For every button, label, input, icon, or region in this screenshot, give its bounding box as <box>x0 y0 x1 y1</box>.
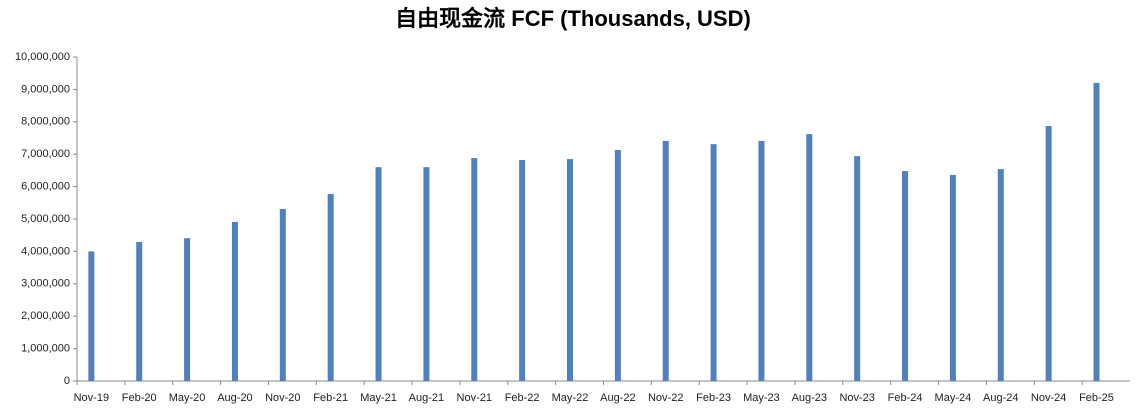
y-tick-label: 8,000,000 <box>21 116 70 128</box>
y-tick-label: 7,000,000 <box>21 148 70 160</box>
bar <box>279 208 286 381</box>
x-tick-label: May-21 <box>360 392 397 404</box>
y-tick-label: 5,000,000 <box>21 213 70 225</box>
bar <box>662 140 669 381</box>
x-tick-label: Feb-20 <box>122 392 157 404</box>
bar <box>902 171 909 381</box>
bar <box>88 251 95 381</box>
x-tick-label: May-23 <box>743 392 780 404</box>
bar <box>471 158 478 381</box>
bar <box>375 167 382 381</box>
bar <box>184 238 191 381</box>
x-tick-label: Nov-22 <box>648 392 683 404</box>
x-tick-label: Aug-21 <box>409 392 444 404</box>
bar <box>231 221 238 381</box>
bar <box>854 156 861 381</box>
y-tick-label: 2,000,000 <box>21 310 70 322</box>
x-tick-label: Nov-24 <box>1031 392 1066 404</box>
bar <box>758 140 765 381</box>
x-tick-label: May-20 <box>169 392 206 404</box>
y-tick-label: 10,000,000 <box>15 51 70 63</box>
y-tick-label: 0 <box>64 375 70 387</box>
y-tick-label: 4,000,000 <box>21 245 70 257</box>
x-tick-label: Aug-22 <box>600 392 635 404</box>
bar <box>423 167 430 381</box>
x-tick-label: Nov-19 <box>74 392 109 404</box>
bar <box>566 159 573 381</box>
x-tick-label: Feb-21 <box>313 392 348 404</box>
y-tick-label: 1,000,000 <box>21 343 70 355</box>
x-tick-label: May-22 <box>552 392 589 404</box>
x-tick-label: Feb-23 <box>696 392 731 404</box>
x-tick-label: Aug-24 <box>983 392 1018 404</box>
x-tick-label: Feb-24 <box>888 392 923 404</box>
y-tick-label: 6,000,000 <box>21 181 70 193</box>
bar <box>710 144 717 381</box>
y-tick-label: 9,000,000 <box>21 83 70 95</box>
x-tick-label: Nov-23 <box>839 392 874 404</box>
bar <box>1093 82 1100 382</box>
bar <box>1045 126 1052 382</box>
x-tick-label: Nov-20 <box>265 392 300 404</box>
x-tick-label: Aug-20 <box>217 392 252 404</box>
bar <box>519 160 526 381</box>
x-tick-label: Feb-25 <box>1079 392 1114 404</box>
bar <box>136 242 143 381</box>
x-tick-label: Aug-23 <box>792 392 827 404</box>
bar <box>949 174 956 381</box>
x-tick-label: Nov-21 <box>457 392 492 404</box>
x-tick-label: Feb-22 <box>505 392 540 404</box>
bar <box>327 194 334 381</box>
bar <box>806 134 813 381</box>
chart-title: 自由现金流 FCF (Thousands, USD) <box>395 6 751 31</box>
x-tick-label: May-24 <box>935 392 972 404</box>
y-tick-label: 3,000,000 <box>21 278 70 290</box>
bar <box>997 169 1004 381</box>
bar <box>614 149 621 381</box>
